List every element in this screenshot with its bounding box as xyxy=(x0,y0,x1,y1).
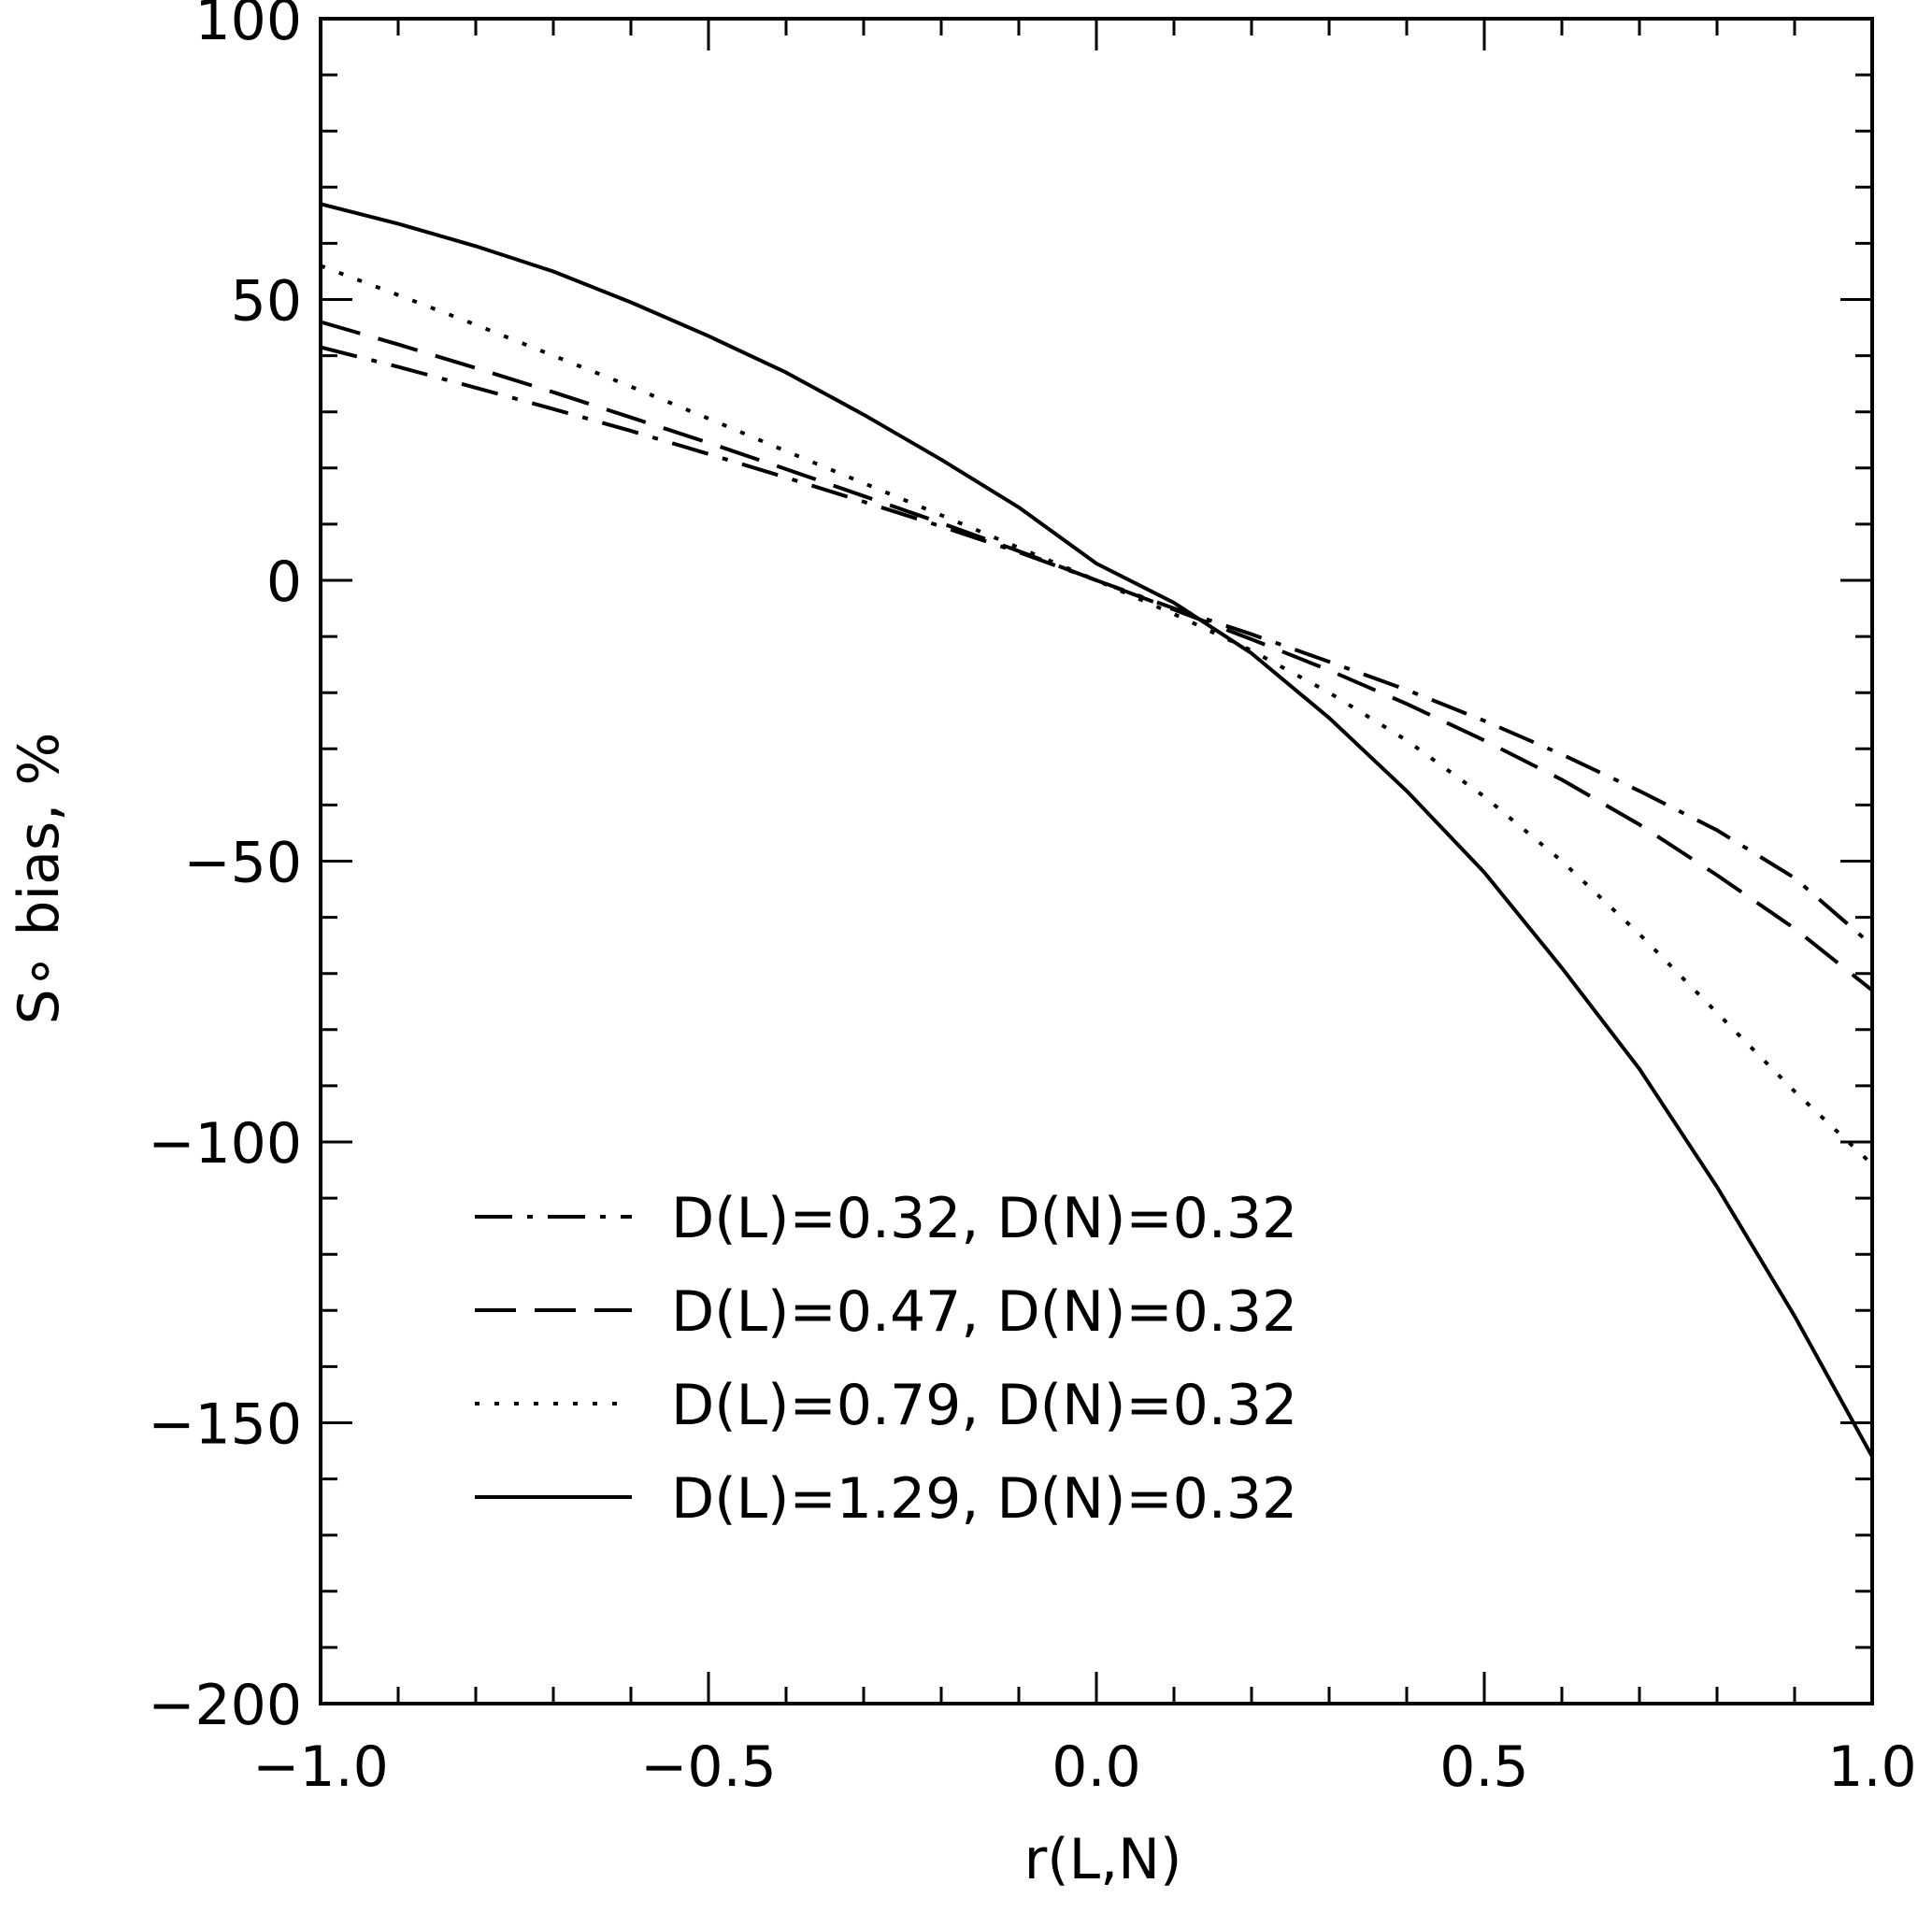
tick-labels: −1.0 −0.5 0.0 0.5 1.0 100 50 0 −50 −100 −150 −200 xyxy=(148,0,1917,1800)
series-layer xyxy=(320,202,1874,1458)
legend-label-3: D(L)=0.79, D(N)=0.32 xyxy=(671,1373,1297,1438)
y-tick-label: 50 xyxy=(231,269,302,335)
y-tick-label: −200 xyxy=(148,1673,302,1738)
y-tick-label: 0 xyxy=(266,549,302,615)
x-tick-label: 0.5 xyxy=(1439,1734,1528,1800)
x-tick-label: −1.0 xyxy=(252,1734,389,1800)
y-axis-label: S∘ bias, % xyxy=(7,733,72,1025)
series-line-4 xyxy=(320,202,1874,1458)
y-tick-label: −50 xyxy=(183,831,302,896)
legend-label-4: D(L)=1.29, D(N)=0.32 xyxy=(671,1466,1297,1532)
y-tick-label: −150 xyxy=(148,1392,302,1458)
y-tick-label: −100 xyxy=(148,1111,302,1177)
legend-label-2: D(L)=0.47, D(N)=0.32 xyxy=(671,1279,1297,1345)
series-line-2 xyxy=(320,320,1874,992)
legend: D(L)=0.32, D(N)=0.32 D(L)=0.47, D(N)=0.32… xyxy=(475,1186,1297,1532)
y-tick-label: 100 xyxy=(194,0,302,53)
axes-layer xyxy=(319,17,1874,1705)
x-axis-label: r(L,N) xyxy=(1024,1827,1182,1892)
series-line-3 xyxy=(320,264,1874,1166)
x-tick-label: 0.0 xyxy=(1052,1734,1140,1800)
x-tick-label: −0.5 xyxy=(640,1734,777,1800)
legend-label-1: D(L)=0.32, D(N)=0.32 xyxy=(671,1186,1297,1251)
x-tick-label: 1.0 xyxy=(1827,1734,1916,1800)
